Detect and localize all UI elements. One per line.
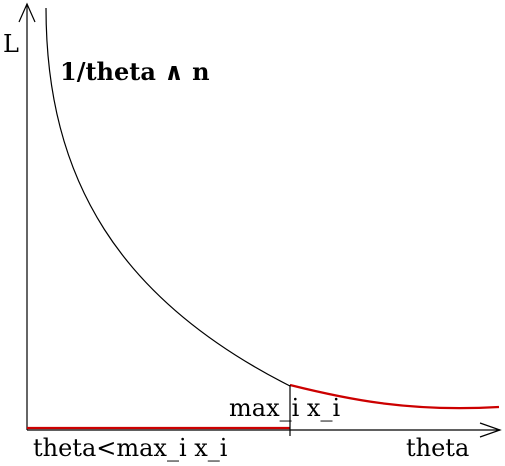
series-1-label: 1/theta ∧ n (60, 57, 210, 86)
series-2-label: theta<max_i x_i (33, 434, 228, 462)
threshold-annotation: max_i x_i (229, 394, 340, 422)
series-1-red-tail (289, 383, 500, 410)
x-axis-label: theta (406, 434, 469, 462)
y-axis-arrowhead (18, 2, 36, 23)
x-axis-arrowhead (479, 422, 502, 438)
series-1-curve (45, 7, 291, 387)
y-axis-label: L (3, 30, 19, 58)
